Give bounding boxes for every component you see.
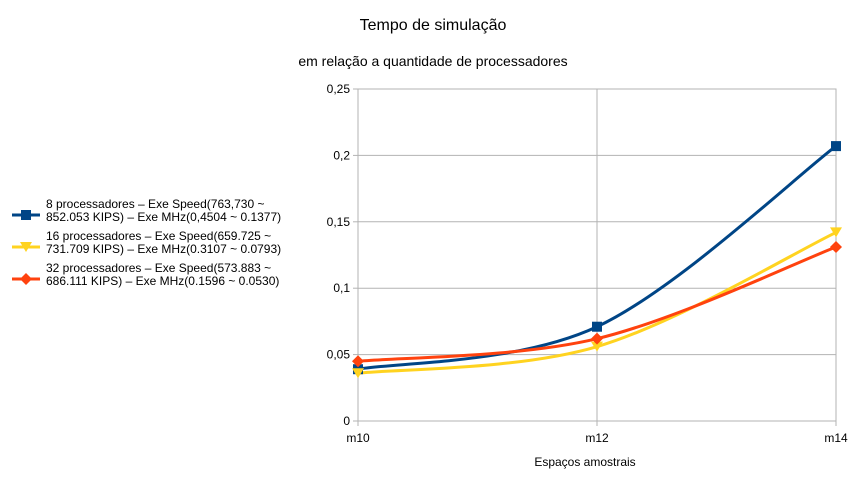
data-point-series-3 bbox=[830, 241, 842, 254]
x-tick-label: m12 bbox=[585, 431, 609, 445]
legend-label-2: 16 processadores – Exe Speed(659.725 ~ bbox=[46, 229, 271, 243]
data-point-series-3 bbox=[352, 355, 364, 368]
y-tick-label: 0,2 bbox=[333, 148, 350, 162]
legend-label-1: 852.053 KIPS) – Exe MHz(0,4504 ~ 0.1377) bbox=[46, 210, 281, 224]
x-tick-label: m14 bbox=[824, 431, 848, 445]
chart-subtitle: em relação a quantidade de processadores bbox=[298, 53, 567, 69]
grid bbox=[357, 88, 837, 422]
data-point-series-1 bbox=[592, 321, 602, 332]
legend-marker-1 bbox=[21, 210, 31, 220]
y-ticks: 0 0,05 0,1 0,15 0,2 0,25 bbox=[327, 82, 351, 428]
data-point-series-3 bbox=[591, 332, 603, 345]
y-tick-label: 0 bbox=[343, 414, 350, 428]
x-tick-label: m10 bbox=[346, 431, 370, 445]
series-markers bbox=[352, 141, 842, 379]
legend-label-1: 8 processadores – Exe Speed(763,730 ~ bbox=[46, 197, 264, 211]
plot-border bbox=[357, 88, 837, 422]
legend: 8 processadores – Exe Speed(763,730 ~852… bbox=[12, 197, 281, 288]
legend-label-3: 32 processadores – Exe Speed(573.883 ~ bbox=[46, 261, 271, 275]
legend-marker-3 bbox=[20, 273, 32, 285]
data-point-series-2 bbox=[830, 227, 842, 238]
legend-marker-2 bbox=[20, 242, 32, 252]
data-point-series-2 bbox=[591, 341, 603, 352]
y-tick-label: 0,1 bbox=[333, 281, 350, 295]
data-point-series-2 bbox=[352, 368, 364, 379]
data-point-series-1 bbox=[831, 141, 841, 152]
x-axis-title: Espaços amostrais bbox=[534, 455, 635, 469]
x-ticks: m10 m12 m14 bbox=[346, 431, 848, 445]
y-tick-label: 0,15 bbox=[327, 215, 351, 229]
y-tick-label: 0,05 bbox=[327, 348, 351, 362]
axes bbox=[353, 88, 837, 426]
legend-label-2: 731.709 KIPS) – Exe MHz(0.3107 ~ 0.0793) bbox=[46, 242, 281, 256]
legend-label-3: 686.111 KIPS) – Exe MHz(0.1596 ~ 0.0530) bbox=[46, 274, 279, 288]
y-tick-label: 0,25 bbox=[327, 82, 351, 96]
chart-title: Tempo de simulação bbox=[360, 17, 507, 34]
